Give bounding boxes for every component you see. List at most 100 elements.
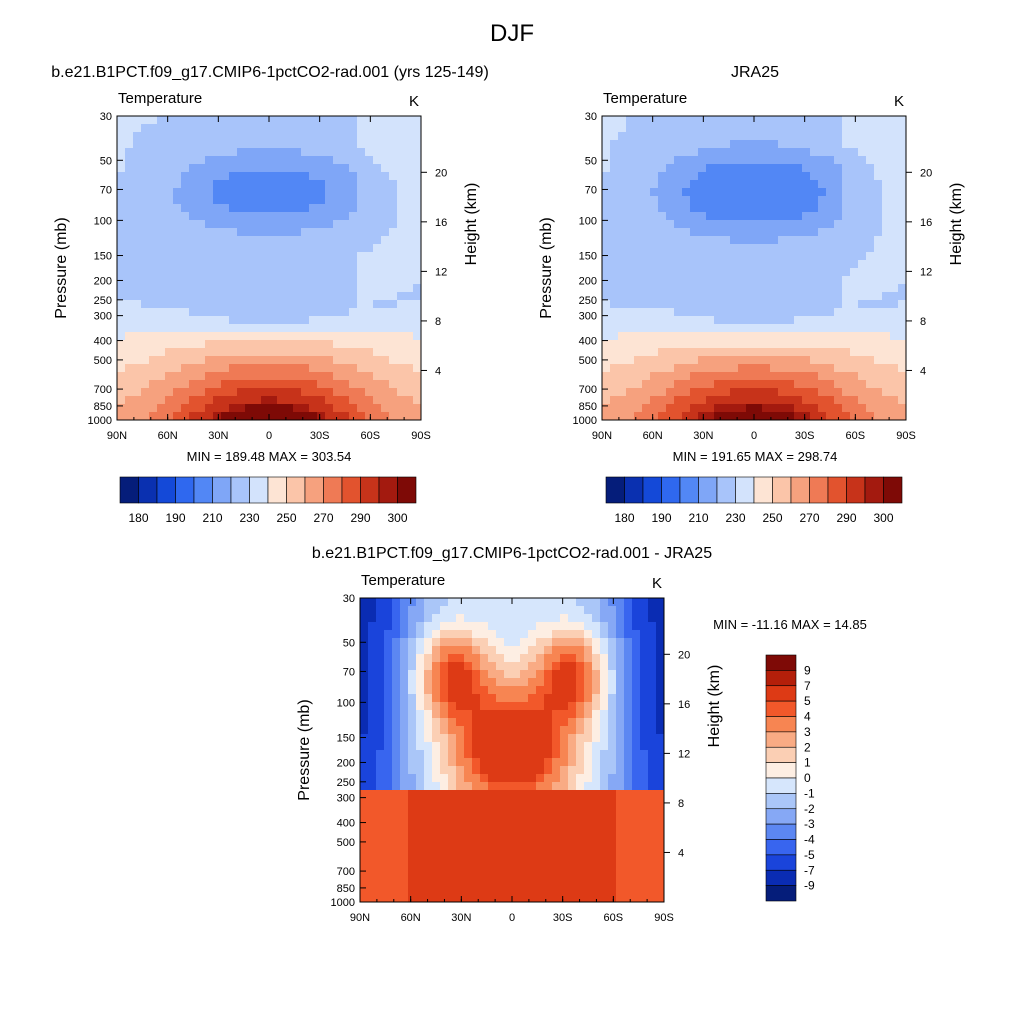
field-cell bbox=[618, 412, 627, 420]
field-cell bbox=[536, 742, 545, 751]
field-cell bbox=[456, 894, 465, 902]
field-cell bbox=[520, 638, 529, 647]
field-cell bbox=[464, 686, 473, 695]
field-cell bbox=[648, 694, 657, 703]
field-cell bbox=[333, 164, 342, 173]
field-cell bbox=[778, 388, 787, 397]
field-cell bbox=[690, 284, 699, 293]
field-cell bbox=[397, 340, 406, 349]
field-cell bbox=[221, 156, 230, 165]
field-cell bbox=[528, 662, 537, 671]
field-cell bbox=[181, 164, 190, 173]
field-cell bbox=[648, 782, 657, 791]
field-cell bbox=[496, 798, 505, 807]
field-cell bbox=[424, 694, 433, 703]
field-cell bbox=[528, 822, 537, 831]
colorbar-box bbox=[156, 476, 176, 504]
colorbar-label: 300 bbox=[387, 511, 407, 525]
field-cell bbox=[165, 364, 174, 373]
field-cell bbox=[818, 172, 827, 181]
field-cell bbox=[866, 244, 875, 253]
field-cell bbox=[520, 806, 529, 815]
field-cell bbox=[397, 252, 406, 261]
y-tick-label: 150 bbox=[94, 251, 112, 263]
field-cell bbox=[690, 364, 699, 373]
field-cell bbox=[552, 614, 561, 623]
field-cell bbox=[488, 598, 497, 607]
field-cell bbox=[626, 180, 635, 189]
field-cell bbox=[738, 404, 747, 413]
colorbar-box bbox=[765, 762, 797, 779]
field-cell bbox=[746, 212, 755, 221]
field-cell bbox=[842, 364, 851, 373]
field-cell bbox=[205, 252, 214, 261]
field-cell bbox=[560, 686, 569, 695]
field-cell bbox=[480, 894, 489, 902]
field-cell bbox=[632, 646, 641, 655]
field-cell bbox=[213, 332, 222, 341]
field-cell bbox=[600, 670, 609, 679]
field-cell bbox=[277, 308, 286, 317]
field-cell bbox=[802, 396, 811, 405]
field-cell bbox=[309, 284, 318, 293]
field-cell bbox=[866, 252, 875, 261]
field-cell bbox=[826, 292, 835, 301]
field-cell bbox=[650, 148, 659, 157]
field-cell bbox=[125, 132, 134, 141]
field-cell bbox=[173, 116, 182, 125]
field-cell bbox=[714, 228, 723, 237]
field-cell bbox=[325, 164, 334, 173]
x-tick-label: 60N bbox=[401, 912, 421, 924]
field-cell bbox=[317, 252, 326, 261]
field-cell bbox=[392, 670, 401, 679]
field-cell bbox=[794, 332, 803, 341]
field-cell bbox=[173, 372, 182, 381]
field-cell bbox=[341, 396, 350, 405]
field-cell bbox=[141, 140, 150, 149]
field-cell bbox=[253, 188, 262, 197]
field-cell bbox=[666, 364, 675, 373]
field-cell bbox=[610, 180, 619, 189]
field-cell bbox=[213, 132, 222, 141]
field-cell bbox=[213, 124, 222, 133]
field-cell bbox=[656, 862, 664, 871]
field-cell bbox=[834, 156, 843, 165]
colorbar-box bbox=[765, 869, 797, 886]
field-cell bbox=[293, 396, 302, 405]
field-cell bbox=[117, 220, 126, 229]
field-cell bbox=[424, 894, 433, 902]
field-cell bbox=[141, 180, 150, 189]
field-cell bbox=[309, 396, 318, 405]
field-cell bbox=[648, 654, 657, 663]
field-cell bbox=[850, 356, 859, 365]
field-cell bbox=[536, 814, 545, 823]
field-cell bbox=[173, 316, 182, 325]
field-cell bbox=[416, 662, 425, 671]
field-cell bbox=[682, 236, 691, 245]
field-cell bbox=[360, 830, 369, 839]
field-cell bbox=[392, 790, 401, 799]
field-cell bbox=[133, 252, 142, 261]
field-cell bbox=[384, 742, 393, 751]
field-cell bbox=[698, 188, 707, 197]
field-cell bbox=[165, 124, 174, 133]
field-cell bbox=[269, 220, 278, 229]
field-cell bbox=[842, 284, 851, 293]
field-cell bbox=[381, 324, 390, 333]
field-cell bbox=[480, 838, 489, 847]
field-cell bbox=[608, 638, 617, 647]
field-cell bbox=[301, 220, 310, 229]
field-cell bbox=[181, 156, 190, 165]
field-cell bbox=[826, 148, 835, 157]
field-cell bbox=[528, 654, 537, 663]
field-cell bbox=[440, 862, 449, 871]
field-cell bbox=[650, 412, 659, 420]
field-cell bbox=[373, 364, 382, 373]
field-cell bbox=[592, 822, 601, 831]
field-cell bbox=[810, 356, 819, 365]
field-cell bbox=[253, 372, 262, 381]
field-cell bbox=[221, 356, 230, 365]
field-cell bbox=[341, 180, 350, 189]
y2-tick-label: 4 bbox=[435, 365, 441, 377]
field-cell bbox=[432, 766, 441, 775]
